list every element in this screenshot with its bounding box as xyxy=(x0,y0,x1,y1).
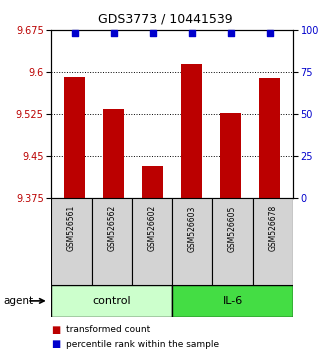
Text: agent: agent xyxy=(3,296,33,306)
Bar xyxy=(172,285,293,317)
Bar xyxy=(92,198,132,285)
Text: GSM526562: GSM526562 xyxy=(107,205,116,251)
Bar xyxy=(172,198,213,285)
Text: percentile rank within the sample: percentile rank within the sample xyxy=(66,339,219,349)
Text: ■: ■ xyxy=(51,339,61,349)
Point xyxy=(72,30,77,36)
Text: GSM526602: GSM526602 xyxy=(148,205,157,251)
Bar xyxy=(51,198,92,285)
Bar xyxy=(132,198,172,285)
Text: GSM526561: GSM526561 xyxy=(67,205,76,251)
Bar xyxy=(259,78,280,198)
Point xyxy=(267,30,272,36)
Point xyxy=(150,30,155,36)
Text: ■: ■ xyxy=(51,325,61,335)
Bar xyxy=(220,113,241,198)
Bar xyxy=(51,285,172,317)
Bar xyxy=(64,76,85,198)
Text: IL-6: IL-6 xyxy=(222,296,243,306)
Bar xyxy=(213,198,253,285)
Point xyxy=(189,30,194,36)
Text: GSM526603: GSM526603 xyxy=(188,205,197,252)
Bar xyxy=(253,198,293,285)
Text: GSM526678: GSM526678 xyxy=(268,205,277,251)
Bar xyxy=(142,166,164,198)
Text: GDS3773 / 10441539: GDS3773 / 10441539 xyxy=(98,12,233,25)
Bar xyxy=(103,109,124,198)
Text: control: control xyxy=(92,296,131,306)
Point xyxy=(111,30,116,36)
Point xyxy=(228,30,233,36)
Bar xyxy=(181,64,202,198)
Text: GSM526605: GSM526605 xyxy=(228,205,237,252)
Text: transformed count: transformed count xyxy=(66,325,151,335)
